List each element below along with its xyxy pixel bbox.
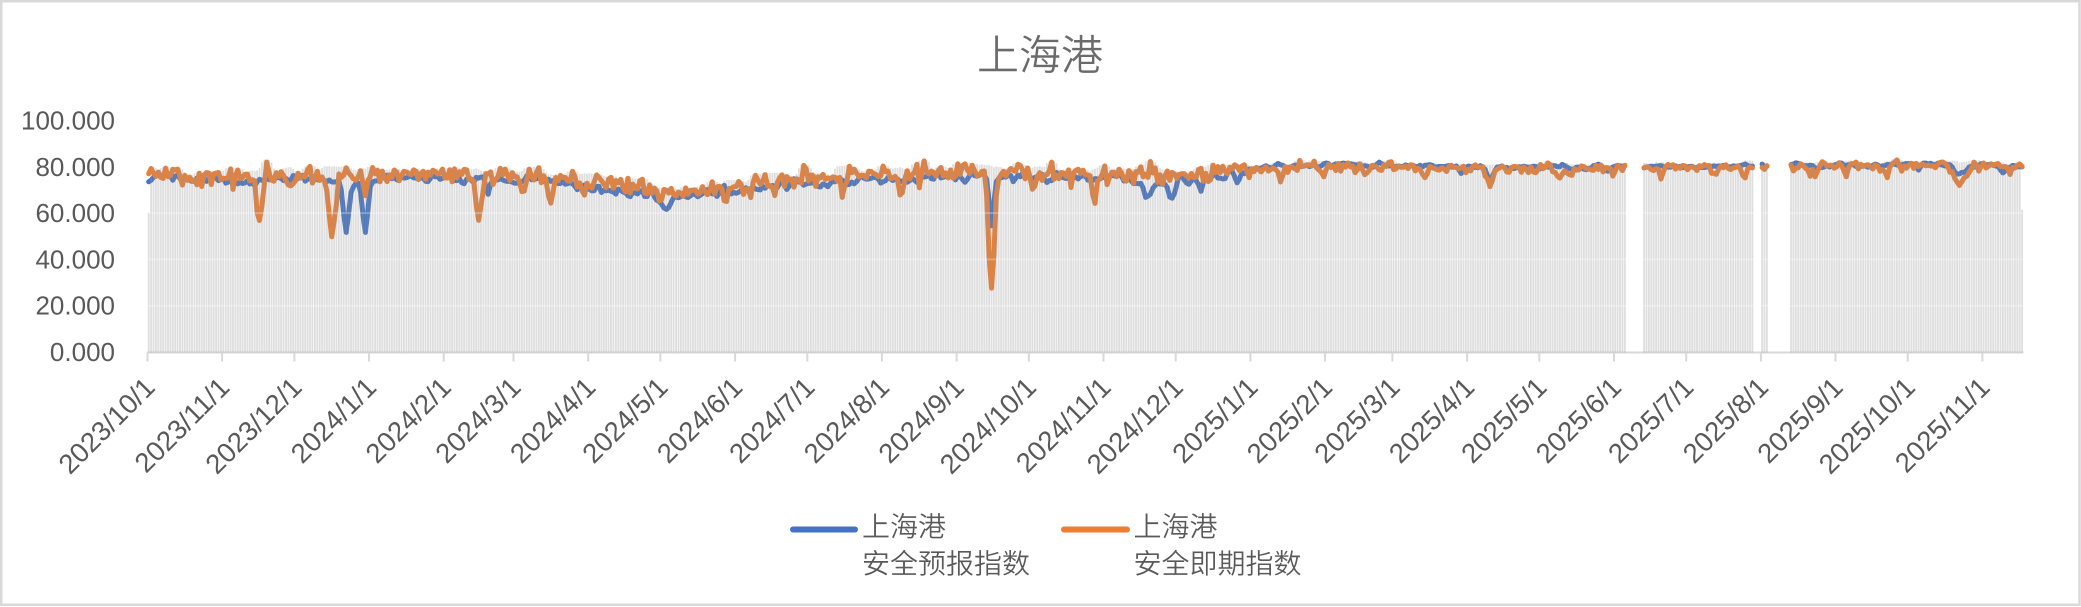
svg-text:40.000: 40.000 [35,244,115,274]
svg-text:80.000: 80.000 [35,152,115,182]
svg-text:0.000: 0.000 [50,337,115,367]
svg-text:100.000: 100.000 [21,106,115,136]
svg-text:60.000: 60.000 [35,198,115,228]
svg-text:20.000: 20.000 [35,291,115,321]
